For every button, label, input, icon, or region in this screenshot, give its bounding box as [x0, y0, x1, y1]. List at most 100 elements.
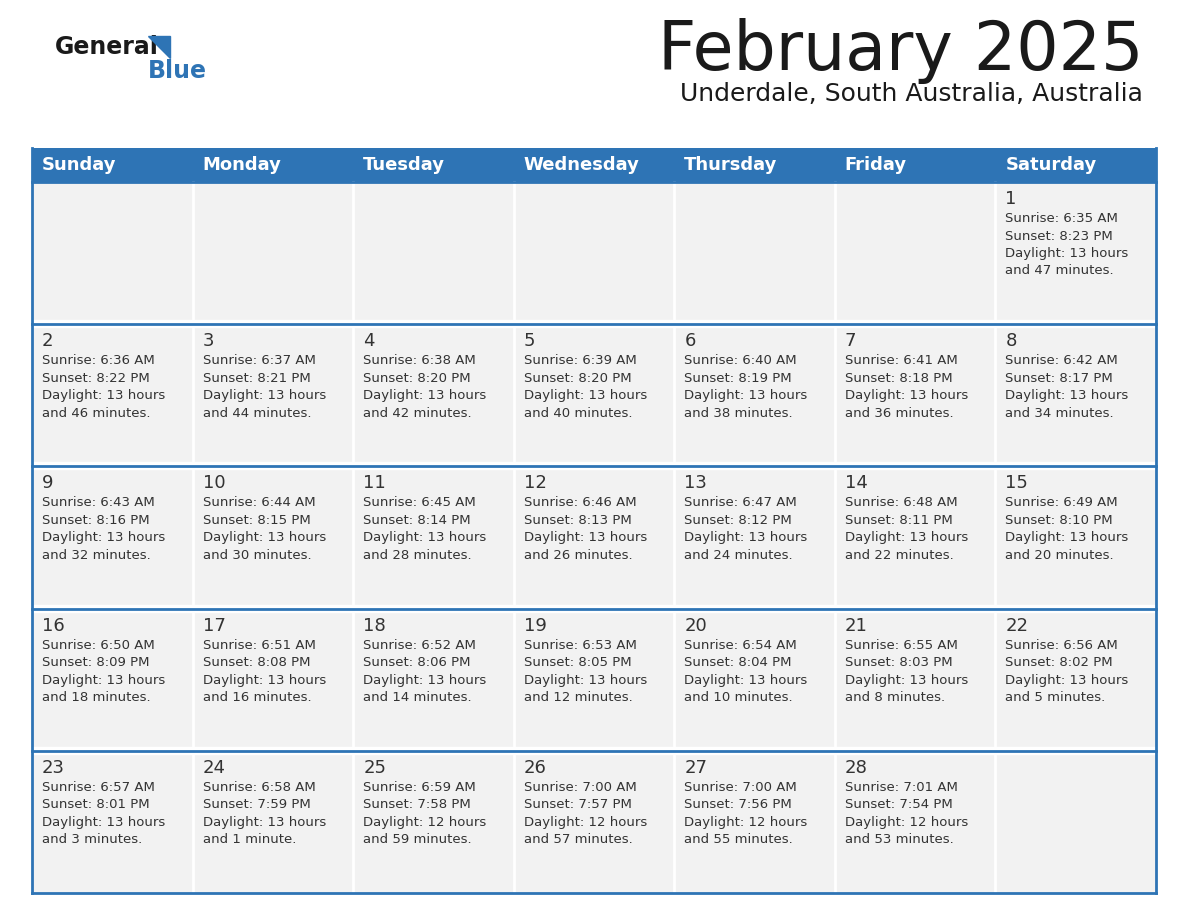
Text: and 30 minutes.: and 30 minutes. — [203, 549, 311, 562]
Text: Sunrise: 6:54 AM: Sunrise: 6:54 AM — [684, 639, 797, 652]
Text: 26: 26 — [524, 759, 546, 777]
Bar — [32, 148, 1156, 182]
Bar — [996, 751, 1156, 893]
Bar — [32, 466, 192, 609]
Text: and 42 minutes.: and 42 minutes. — [364, 407, 472, 420]
Text: Sunset: 8:18 PM: Sunset: 8:18 PM — [845, 372, 953, 385]
Text: Sunrise: 6:47 AM: Sunrise: 6:47 AM — [684, 497, 797, 509]
Text: and 38 minutes.: and 38 minutes. — [684, 407, 792, 420]
Text: Sunset: 8:12 PM: Sunset: 8:12 PM — [684, 514, 792, 527]
Text: Thursday: Thursday — [684, 156, 778, 174]
Text: Sunset: 8:17 PM: Sunset: 8:17 PM — [1005, 372, 1113, 385]
Text: Friday: Friday — [845, 156, 906, 174]
Bar — [353, 182, 513, 324]
Bar — [192, 466, 353, 609]
Text: Sunrise: 6:49 AM: Sunrise: 6:49 AM — [1005, 497, 1118, 509]
Text: General: General — [55, 35, 159, 59]
Text: Daylight: 13 hours: Daylight: 13 hours — [1005, 247, 1129, 260]
Text: and 28 minutes.: and 28 minutes. — [364, 549, 472, 562]
Text: and 22 minutes.: and 22 minutes. — [845, 549, 954, 562]
Text: and 46 minutes.: and 46 minutes. — [42, 407, 151, 420]
Bar — [192, 324, 353, 466]
Text: and 26 minutes.: and 26 minutes. — [524, 549, 632, 562]
Text: and 36 minutes.: and 36 minutes. — [845, 407, 954, 420]
Bar — [675, 751, 835, 893]
Bar — [32, 609, 192, 751]
Text: Sunset: 8:20 PM: Sunset: 8:20 PM — [524, 372, 631, 385]
Text: Sunset: 8:14 PM: Sunset: 8:14 PM — [364, 514, 470, 527]
Bar — [996, 182, 1156, 324]
Text: Sunset: 7:54 PM: Sunset: 7:54 PM — [845, 799, 953, 812]
Text: Sunrise: 6:37 AM: Sunrise: 6:37 AM — [203, 354, 316, 367]
Text: and 34 minutes.: and 34 minutes. — [1005, 407, 1114, 420]
Text: Daylight: 13 hours: Daylight: 13 hours — [364, 532, 486, 544]
Bar — [192, 182, 353, 324]
Text: Sunset: 8:13 PM: Sunset: 8:13 PM — [524, 514, 632, 527]
Text: Sunrise: 6:57 AM: Sunrise: 6:57 AM — [42, 781, 154, 794]
Bar — [675, 466, 835, 609]
Text: 15: 15 — [1005, 475, 1029, 492]
Text: and 16 minutes.: and 16 minutes. — [203, 691, 311, 704]
Text: Daylight: 13 hours: Daylight: 13 hours — [203, 532, 326, 544]
Text: Sunset: 8:16 PM: Sunset: 8:16 PM — [42, 514, 150, 527]
Text: 1: 1 — [1005, 190, 1017, 208]
Text: Daylight: 12 hours: Daylight: 12 hours — [524, 816, 647, 829]
Bar — [996, 324, 1156, 466]
Text: Sunrise: 6:41 AM: Sunrise: 6:41 AM — [845, 354, 958, 367]
Bar — [353, 751, 513, 893]
Text: Daylight: 13 hours: Daylight: 13 hours — [845, 389, 968, 402]
Text: and 14 minutes.: and 14 minutes. — [364, 691, 472, 704]
Text: 12: 12 — [524, 475, 546, 492]
Text: Sunset: 8:10 PM: Sunset: 8:10 PM — [1005, 514, 1113, 527]
Text: Sunrise: 7:00 AM: Sunrise: 7:00 AM — [524, 781, 637, 794]
Text: Daylight: 13 hours: Daylight: 13 hours — [364, 389, 486, 402]
Text: 23: 23 — [42, 759, 65, 777]
Bar — [996, 609, 1156, 751]
Text: 14: 14 — [845, 475, 867, 492]
Bar — [513, 182, 675, 324]
Text: Tuesday: Tuesday — [364, 156, 446, 174]
Text: Daylight: 13 hours: Daylight: 13 hours — [684, 389, 808, 402]
Text: and 3 minutes.: and 3 minutes. — [42, 834, 143, 846]
Text: February 2025: February 2025 — [657, 18, 1143, 84]
Text: and 8 minutes.: and 8 minutes. — [845, 691, 944, 704]
Text: Sunset: 8:15 PM: Sunset: 8:15 PM — [203, 514, 310, 527]
Text: 16: 16 — [42, 617, 65, 634]
Text: 20: 20 — [684, 617, 707, 634]
Text: 2: 2 — [42, 332, 53, 350]
Text: Daylight: 13 hours: Daylight: 13 hours — [1005, 389, 1129, 402]
Text: Daylight: 13 hours: Daylight: 13 hours — [845, 674, 968, 687]
Polygon shape — [148, 36, 170, 58]
Text: Daylight: 12 hours: Daylight: 12 hours — [684, 816, 808, 829]
Bar — [835, 466, 996, 609]
Text: Sunset: 8:23 PM: Sunset: 8:23 PM — [1005, 230, 1113, 242]
Text: Sunset: 8:19 PM: Sunset: 8:19 PM — [684, 372, 792, 385]
Text: Underdale, South Australia, Australia: Underdale, South Australia, Australia — [680, 82, 1143, 106]
Text: Sunrise: 6:39 AM: Sunrise: 6:39 AM — [524, 354, 637, 367]
Text: Daylight: 13 hours: Daylight: 13 hours — [42, 532, 165, 544]
Text: Sunset: 7:58 PM: Sunset: 7:58 PM — [364, 799, 470, 812]
Text: Daylight: 13 hours: Daylight: 13 hours — [684, 532, 808, 544]
Text: Sunset: 8:22 PM: Sunset: 8:22 PM — [42, 372, 150, 385]
Bar — [835, 609, 996, 751]
Text: Sunset: 8:08 PM: Sunset: 8:08 PM — [203, 656, 310, 669]
Text: and 59 minutes.: and 59 minutes. — [364, 834, 472, 846]
Text: Daylight: 13 hours: Daylight: 13 hours — [524, 532, 647, 544]
Text: Sunset: 7:56 PM: Sunset: 7:56 PM — [684, 799, 792, 812]
Text: Sunset: 7:59 PM: Sunset: 7:59 PM — [203, 799, 310, 812]
Text: 27: 27 — [684, 759, 707, 777]
Text: Sunrise: 6:45 AM: Sunrise: 6:45 AM — [364, 497, 476, 509]
Text: 13: 13 — [684, 475, 707, 492]
Text: Daylight: 13 hours: Daylight: 13 hours — [42, 389, 165, 402]
Text: and 53 minutes.: and 53 minutes. — [845, 834, 954, 846]
Bar — [675, 324, 835, 466]
Bar — [835, 324, 996, 466]
Text: and 40 minutes.: and 40 minutes. — [524, 407, 632, 420]
Text: Monday: Monday — [203, 156, 282, 174]
Text: Daylight: 13 hours: Daylight: 13 hours — [1005, 532, 1129, 544]
Bar — [513, 751, 675, 893]
Text: Sunrise: 6:50 AM: Sunrise: 6:50 AM — [42, 639, 154, 652]
Text: 17: 17 — [203, 617, 226, 634]
Text: Sunrise: 6:59 AM: Sunrise: 6:59 AM — [364, 781, 476, 794]
Bar — [513, 324, 675, 466]
